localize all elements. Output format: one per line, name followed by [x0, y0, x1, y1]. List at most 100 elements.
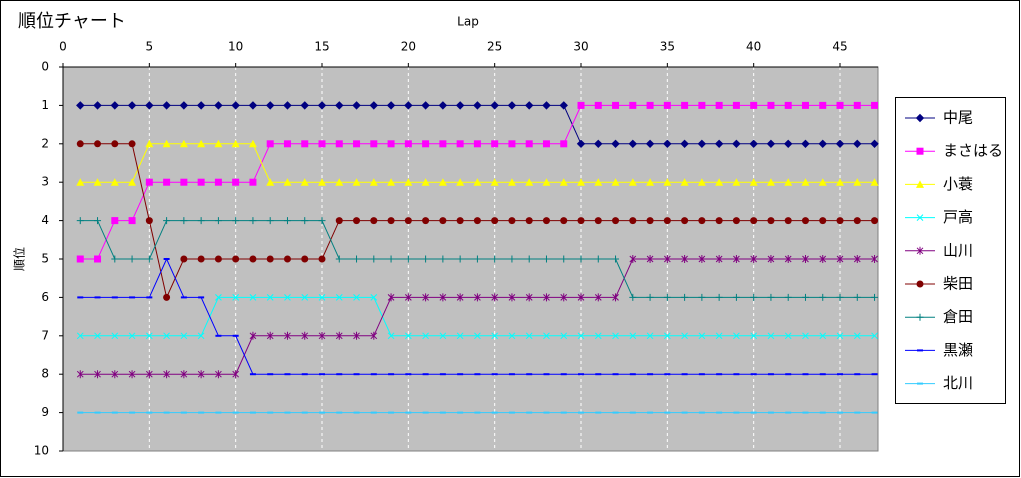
marker: [422, 332, 429, 340]
marker: [404, 332, 412, 340]
marker: [836, 293, 844, 301]
marker: [94, 332, 101, 340]
marker: [474, 332, 481, 340]
marker: [163, 178, 171, 186]
marker: [94, 255, 102, 263]
marker: [802, 255, 809, 263]
marker: [111, 370, 119, 379]
marker: [284, 331, 291, 340]
marker: [784, 139, 793, 149]
marker: [507, 178, 516, 186]
marker: [577, 217, 585, 225]
marker: [542, 178, 551, 186]
marker: [508, 332, 516, 340]
legend-label: 柴田: [943, 275, 973, 293]
marker: [715, 293, 723, 301]
marker: [818, 178, 827, 186]
marker: [871, 293, 879, 301]
marker: [784, 101, 792, 109]
marker: [318, 217, 326, 225]
marker: [542, 217, 550, 225]
marker: [404, 255, 412, 263]
marker: [111, 332, 119, 340]
marker: [370, 294, 378, 301]
marker: [853, 293, 861, 301]
marker: [871, 101, 879, 109]
marker: [439, 217, 447, 225]
marker: [110, 178, 119, 186]
marker: [525, 217, 533, 225]
marker: [127, 101, 137, 110]
marker: [284, 294, 291, 301]
marker: [301, 294, 309, 301]
marker: [853, 101, 861, 109]
marker: [560, 255, 568, 263]
marker: [784, 255, 792, 263]
marker: [871, 332, 878, 340]
marker: [594, 293, 602, 302]
marker: [680, 139, 689, 149]
marker: [353, 294, 360, 301]
marker: [145, 255, 153, 263]
marker: [93, 101, 102, 110]
x-tick-label: 30: [573, 40, 588, 54]
marker: [352, 178, 361, 186]
marker: [266, 331, 274, 340]
marker: [232, 217, 240, 225]
marker: [663, 255, 671, 263]
legend-label: 北川: [943, 374, 973, 392]
marker: [249, 331, 257, 340]
marker: [318, 255, 326, 263]
marker: [853, 178, 862, 186]
marker: [732, 101, 740, 109]
marker: [128, 255, 136, 263]
marker: [663, 178, 672, 186]
x-tick-label: 15: [314, 40, 329, 54]
marker: [594, 139, 603, 149]
marker: [836, 255, 844, 263]
marker: [248, 101, 258, 110]
marker: [681, 217, 689, 225]
marker: [733, 332, 740, 340]
marker: [266, 178, 275, 186]
marker: [456, 140, 464, 148]
marker: [646, 101, 654, 109]
marker: [162, 139, 171, 148]
marker: [145, 332, 153, 340]
marker: [370, 140, 378, 148]
legend-marker: [916, 313, 924, 321]
marker: [750, 293, 758, 301]
marker: [456, 293, 464, 302]
marker: [180, 217, 188, 225]
marker: [871, 255, 878, 263]
marker: [491, 217, 499, 225]
marker: [249, 178, 257, 186]
marker: [490, 101, 499, 110]
x-tick-label: 35: [660, 40, 675, 54]
marker: [525, 101, 534, 110]
marker: [179, 139, 188, 148]
marker: [733, 255, 740, 263]
marker: [94, 140, 102, 148]
marker: [543, 293, 550, 302]
marker: [214, 178, 222, 186]
marker: [871, 217, 879, 225]
x-tick-label: 40: [746, 40, 761, 54]
marker: [353, 217, 361, 225]
marker: [196, 101, 206, 110]
marker: [439, 332, 447, 340]
x-axis-label: Lap: [457, 15, 479, 29]
marker: [750, 332, 758, 340]
marker: [767, 332, 775, 340]
marker: [232, 178, 240, 186]
y-tick-label: 3: [41, 175, 49, 189]
marker: [767, 293, 775, 301]
marker: [663, 217, 671, 225]
marker: [94, 370, 101, 379]
marker: [249, 255, 257, 263]
marker: [387, 293, 395, 302]
marker: [439, 140, 447, 148]
marker: [422, 217, 430, 225]
marker: [335, 217, 343, 225]
marker: [283, 101, 292, 110]
